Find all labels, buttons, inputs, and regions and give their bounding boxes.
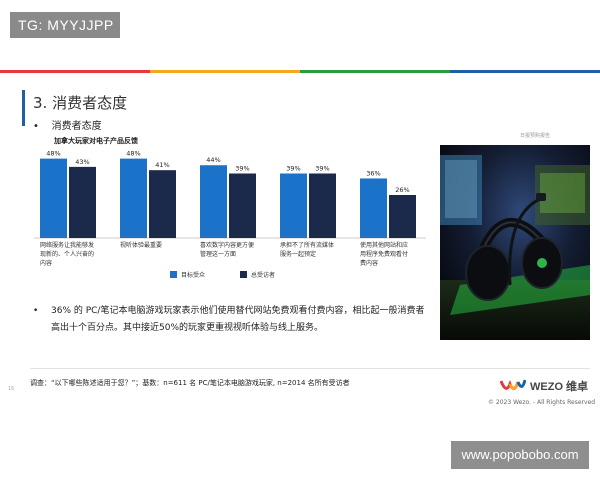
bullet-dot: • bbox=[33, 306, 39, 316]
category-label: 使用其他网站和应 bbox=[360, 241, 408, 249]
chart-title: 加拿大玩家对电子产品反馈 bbox=[53, 136, 138, 145]
data-label: 48% bbox=[126, 150, 140, 158]
stripe-red bbox=[0, 70, 150, 73]
category-label: 现新的、个人兴奋的 bbox=[40, 250, 94, 258]
page-number: 16 bbox=[8, 386, 15, 392]
legend-label: 目标受众 bbox=[181, 271, 205, 279]
data-label: 39% bbox=[286, 165, 300, 173]
survey-footnote: 调查：“以下哪些陈述适用于您？”；基数：n=611 名 PC/笔记本电脑游戏玩家… bbox=[30, 379, 350, 387]
slide-title: 3. 消费者态度 bbox=[33, 94, 128, 112]
bullet-heading: • 消费者态度 bbox=[33, 121, 102, 132]
data-label: 41% bbox=[155, 161, 169, 169]
bar-total-3 bbox=[229, 173, 256, 238]
watermark-bottom: www.popobobo.com bbox=[451, 441, 589, 469]
category-label: 网络服务让我能够发 bbox=[40, 241, 94, 249]
data-label: 36% bbox=[366, 169, 380, 177]
data-label: 39% bbox=[235, 165, 249, 173]
color-stripe bbox=[0, 70, 600, 73]
bar-total-2 bbox=[149, 170, 176, 238]
stripe-orange bbox=[150, 70, 300, 73]
data-label: 44% bbox=[206, 156, 220, 164]
logo-wordmark: WEZO 维卓 bbox=[530, 381, 589, 393]
category-label: 管理这一方面 bbox=[200, 250, 236, 258]
bar-total-1 bbox=[69, 166, 96, 238]
copyright-text: © 2023 Wezo. - All Rights Reserved bbox=[488, 399, 596, 406]
legend-label: 总受访者 bbox=[251, 271, 275, 279]
category-label: 内容 bbox=[40, 259, 52, 267]
bullet-heading-text: 消费者态度 bbox=[51, 121, 102, 132]
source-mark: 日报预购报告 bbox=[520, 133, 551, 139]
category-label: 服务一起预定 bbox=[280, 250, 316, 258]
data-label: 43% bbox=[75, 158, 89, 166]
legend-swatch-2 bbox=[240, 271, 247, 278]
footer-divider bbox=[30, 368, 590, 369]
wezo-logo-icon bbox=[500, 379, 526, 390]
bar-total-5 bbox=[389, 195, 416, 238]
watermark-top: TG: MYYJJPP bbox=[10, 12, 120, 38]
category-label: 用程序免费观看付 bbox=[360, 250, 408, 258]
title-accent-bar bbox=[22, 90, 25, 126]
bar-target-3 bbox=[200, 165, 227, 238]
headset-image bbox=[440, 145, 590, 340]
bar-total-4 bbox=[309, 173, 336, 238]
key-finding: • 36% 的 PC/笔记本电脑游戏玩家表示他们使用替代网站免费观看付费内容，相… bbox=[33, 303, 433, 337]
bar-target-5 bbox=[360, 178, 387, 238]
key-finding-text: 36% 的 PC/笔记本电脑游戏玩家表示他们使用替代网站免费观看付费内容，相比起… bbox=[51, 306, 425, 333]
stripe-green bbox=[300, 70, 450, 73]
bar-target-4 bbox=[280, 173, 307, 238]
data-label: 48% bbox=[46, 150, 60, 158]
bar-target-2 bbox=[120, 158, 147, 238]
stripe-blue bbox=[450, 70, 600, 73]
data-label: 26% bbox=[395, 186, 409, 194]
category-label: 费内容 bbox=[360, 259, 378, 267]
company-logo: WEZO 维卓 bbox=[500, 378, 588, 394]
category-label: 承担不了所有流媒体 bbox=[280, 241, 334, 249]
legend-swatch-1 bbox=[170, 271, 177, 278]
category-label: 视听体验最重要 bbox=[120, 241, 162, 249]
product-photo bbox=[440, 145, 590, 340]
category-label: 喜欢数字内容更方便 bbox=[200, 241, 254, 249]
data-label: 39% bbox=[315, 165, 329, 173]
bar-target-1 bbox=[40, 158, 67, 238]
